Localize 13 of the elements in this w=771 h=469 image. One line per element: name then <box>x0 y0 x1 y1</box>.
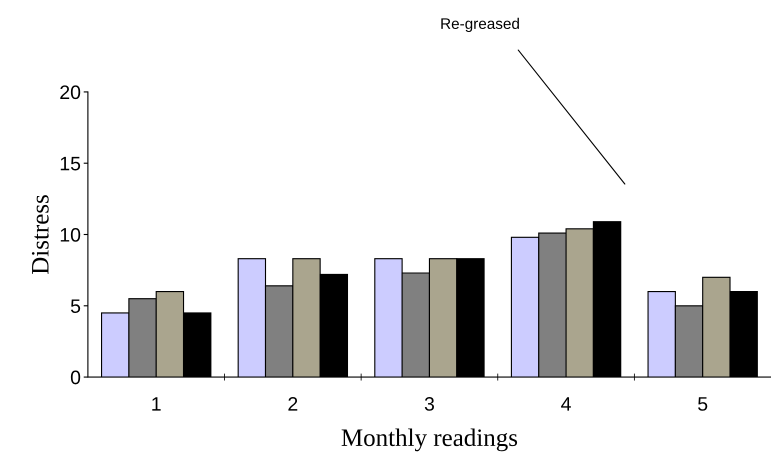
x-tick-label: 4 <box>561 397 571 411</box>
y-axis-title: Distress <box>32 195 49 274</box>
x-tick-label: 5 <box>698 397 708 411</box>
y-tick-label: 10 <box>60 228 80 242</box>
x-axis-title: Monthly readings <box>342 428 518 452</box>
text: Re-greased <box>441 18 519 32</box>
x-tick-label: 1 <box>152 397 161 411</box>
y-tick-label: 0 <box>70 370 80 384</box>
x-tick-label: 3 <box>424 397 434 411</box>
y-tick-label: 20 <box>60 85 80 100</box>
y-tick-label: 5 <box>70 299 80 314</box>
x-tick-label: 2 <box>288 397 298 411</box>
y-tick-label: 15 <box>60 156 80 170</box>
